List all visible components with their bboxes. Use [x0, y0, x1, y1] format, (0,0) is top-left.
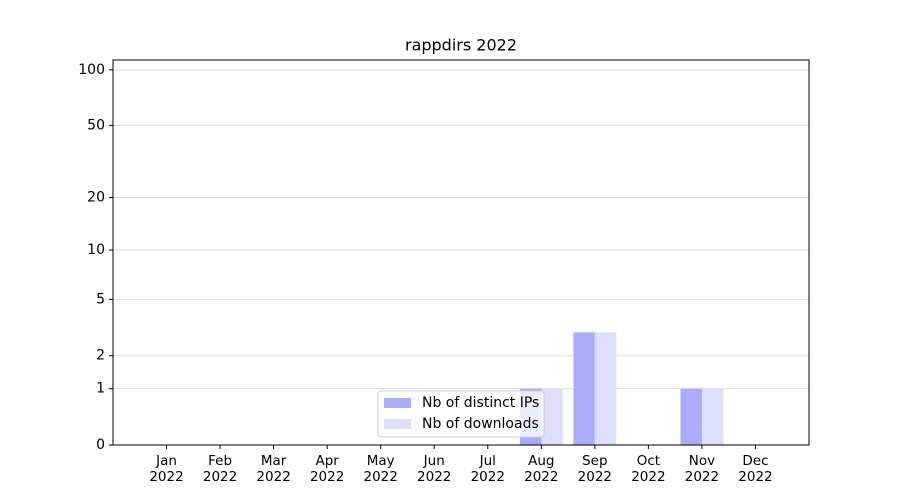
legend: Nb of distinct IPs Nb of downloads: [377, 390, 545, 438]
x-tick-label: Jun 2022: [417, 453, 452, 485]
y-tick-label: 2: [96, 348, 105, 364]
x-tick-label: Jul 2022: [470, 453, 505, 485]
x-tick-label: Apr 2022: [309, 453, 345, 485]
x-tick-label: May 2022: [363, 453, 398, 485]
bar: [573, 332, 595, 445]
legend-box: [377, 390, 545, 438]
x-tick-label: Aug 2022: [524, 453, 559, 485]
legend-swatch: [384, 398, 411, 408]
bar: [701, 388, 724, 445]
y-tick-label: 10: [87, 242, 105, 258]
legend-label: Nb of distinct IPs: [422, 395, 539, 411]
chart-title: rappdirs 2022: [405, 36, 517, 55]
legend-label: Nb of downloads: [422, 416, 539, 432]
x-tick-label: Oct 2022: [631, 453, 666, 485]
x-tick-label: Nov 2022: [684, 453, 720, 485]
bar: [594, 332, 617, 445]
plot-frame: [112, 59, 810, 446]
y-tick-label: 1: [96, 381, 105, 397]
y-tick-label: 5: [96, 291, 105, 307]
y-tick-label: 20: [87, 190, 105, 206]
y-tick-label: 100: [78, 62, 105, 78]
x-tick-label: Mar 2022: [256, 453, 291, 485]
legend-swatch: [384, 419, 411, 429]
x-tick-label: Jan 2022: [149, 453, 184, 485]
bar: [680, 388, 702, 445]
y-tick-label: 0: [96, 437, 105, 453]
y-tick-label: 50: [87, 117, 105, 133]
x-tick-label: Feb 2022: [202, 453, 238, 485]
x-tick-label: Sep 2022: [577, 453, 613, 485]
x-tick-label: Dec 2022: [738, 453, 773, 485]
bar: [541, 388, 563, 445]
